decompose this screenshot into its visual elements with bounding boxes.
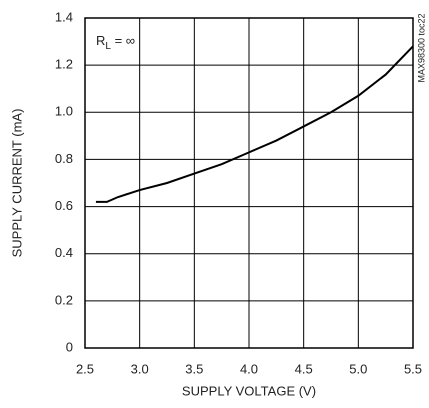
plot-frame [84,17,414,349]
y-tick-label: 1.2 [55,57,73,72]
x-tick-label: 5.0 [349,361,367,376]
annotation-main: R [96,33,105,48]
y-tick-label: 0 [66,339,73,354]
y-tick-label: 1.0 [55,104,73,119]
y-tick-label: 0.6 [55,198,73,213]
y-tick-label: 0.2 [55,292,73,307]
y-tick-label: 0.4 [55,245,73,260]
x-axis-label: SUPPLY VOLTAGE (V) [182,383,316,398]
x-tick-label: 5.5 [404,361,422,376]
y-tick-label: 1.4 [55,9,73,24]
side-note: MAX98300 toc22 [416,13,426,82]
x-tick-label: 3.0 [131,361,149,376]
x-tick-label: 4.0 [240,361,258,376]
data-line [95,45,414,203]
annotation-suffix: = ∞ [111,33,135,48]
x-tick-label: 2.5 [76,361,94,376]
x-tick-label: 4.5 [295,361,313,376]
y-tick-label: 0.8 [55,151,73,166]
annotation: RL = ∞ [96,33,135,51]
x-tick-label: 3.5 [185,361,203,376]
annotation-subscript: L [105,41,111,52]
y-axis-label: SUPPLY CURRENT (mA) [9,109,24,258]
